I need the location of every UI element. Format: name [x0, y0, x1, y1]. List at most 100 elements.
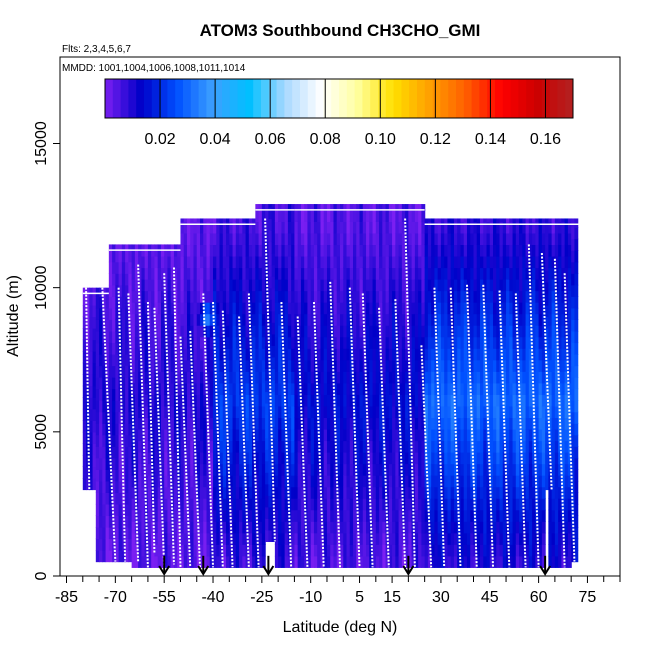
- heatmap-cell: [509, 555, 514, 568]
- heatmap-cell: [509, 325, 514, 338]
- heatmap-cell: [320, 463, 325, 476]
- heatmap-cell: [431, 359, 436, 372]
- heatmap-cell: [493, 218, 497, 222]
- heatmap-cell: [108, 261, 113, 274]
- heatmap-cell: [291, 428, 296, 442]
- heatmap-cell: [382, 325, 387, 338]
- heatmap-cell: [323, 290, 328, 303]
- heatmap-cell: [372, 255, 377, 269]
- heatmap-cell: [209, 267, 214, 280]
- heatmap-cell: [291, 509, 296, 522]
- heatmap-cell: [213, 394, 217, 407]
- heatmap-cell: [564, 428, 569, 442]
- heatmap-cell: [265, 241, 269, 254]
- heatmap-cell: [274, 244, 279, 257]
- heatmap-cell: [216, 382, 221, 395]
- heatmap-cell: [525, 452, 530, 465]
- heatmap-cell: [186, 267, 191, 280]
- heatmap-cell: [466, 279, 471, 292]
- flight-profile: [348, 287, 361, 568]
- heatmap-cell: [476, 290, 481, 303]
- heatmap-cell: [564, 417, 569, 430]
- heatmap-cell: [219, 440, 224, 453]
- heatmap-cell: [395, 544, 400, 557]
- heatmap-cell: [431, 255, 436, 269]
- heatmap-cell: [392, 359, 396, 372]
- heatmap-cell: [134, 405, 139, 419]
- heatmap-cell: [271, 379, 276, 393]
- heatmap-cell: [414, 405, 419, 419]
- heatmap-cell: [213, 313, 217, 326]
- heatmap-cell: [493, 279, 497, 292]
- heatmap-cell: [278, 555, 282, 568]
- heatmap-cell: [343, 532, 348, 545]
- heatmap-cell: [206, 218, 211, 222]
- colorbar-swatch: [167, 79, 176, 118]
- heatmap-cell: [349, 244, 354, 257]
- heatmap-cell: [460, 279, 465, 292]
- heatmap-cell: [395, 348, 400, 361]
- heatmap-cell: [310, 267, 315, 280]
- heatmap-cell: [395, 521, 400, 534]
- heatmap-cell: [356, 475, 361, 488]
- heatmap-cell: [499, 255, 504, 269]
- heatmap-cell: [167, 544, 172, 557]
- heatmap-cell: [440, 440, 445, 453]
- heatmap-cell: [564, 509, 569, 522]
- heatmap-cell: [261, 498, 266, 511]
- heatmap-cell: [326, 417, 331, 430]
- heatmap-cell: [541, 428, 546, 442]
- heatmap-cell: [480, 452, 484, 465]
- heatmap-cell: [144, 325, 149, 338]
- heatmap-cell: [369, 267, 374, 280]
- heatmap-cell: [392, 555, 396, 568]
- heatmap-cell: [206, 509, 211, 522]
- heatmap-cell: [444, 279, 449, 292]
- heatmap-cell: [141, 452, 146, 465]
- heatmap-cell: [219, 498, 224, 511]
- heatmap-cell: [519, 232, 523, 246]
- heatmap-cell: [167, 405, 172, 419]
- heatmap-cell: [213, 221, 217, 234]
- heatmap-cell: [427, 440, 432, 453]
- flight-profile: [153, 307, 166, 568]
- heatmap-cell: [235, 452, 240, 465]
- heatmap-cell: [375, 475, 380, 488]
- heatmap-cell: [480, 428, 484, 442]
- heatmap-cell: [297, 244, 302, 257]
- heatmap-cell: [317, 232, 322, 246]
- heatmap-cell: [421, 521, 426, 534]
- heatmap-cell: [112, 250, 116, 263]
- heatmap-cell: [427, 428, 432, 442]
- heatmap-cell: [265, 310, 269, 323]
- heatmap-cell: [99, 342, 103, 355]
- arrow-marker: [402, 555, 415, 576]
- heatmap-cell: [265, 264, 269, 277]
- heatmap-cell: [509, 359, 514, 372]
- heatmap-cell: [209, 325, 214, 338]
- heatmap-cell: [473, 498, 478, 511]
- heatmap-cell: [564, 532, 569, 545]
- heatmap-cell: [444, 325, 449, 338]
- heatmap-cell: [398, 405, 403, 419]
- heatmap-cell: [102, 296, 107, 309]
- heatmap-cell: [151, 255, 156, 269]
- heatmap-cell: [304, 232, 309, 246]
- heatmap-cell: [466, 232, 471, 246]
- heatmap-cell: [138, 382, 142, 395]
- heatmap-cell: [506, 255, 510, 269]
- heatmap-cell: [340, 267, 344, 280]
- x-tick-label: 15: [383, 589, 401, 606]
- heatmap-cell: [385, 204, 390, 211]
- heatmap-cell: [411, 348, 416, 361]
- heatmap-cell: [463, 475, 468, 488]
- heatmap-cell: [525, 232, 530, 246]
- flight-profile: [553, 258, 566, 568]
- heatmap-cell: [131, 302, 136, 315]
- heatmap-cell: [349, 279, 354, 292]
- heatmap-cell: [310, 417, 315, 430]
- heatmap-cell: [561, 359, 566, 372]
- heatmap-cell: [525, 302, 530, 315]
- heatmap-cell: [170, 290, 175, 303]
- heatmap-cell: [330, 244, 335, 257]
